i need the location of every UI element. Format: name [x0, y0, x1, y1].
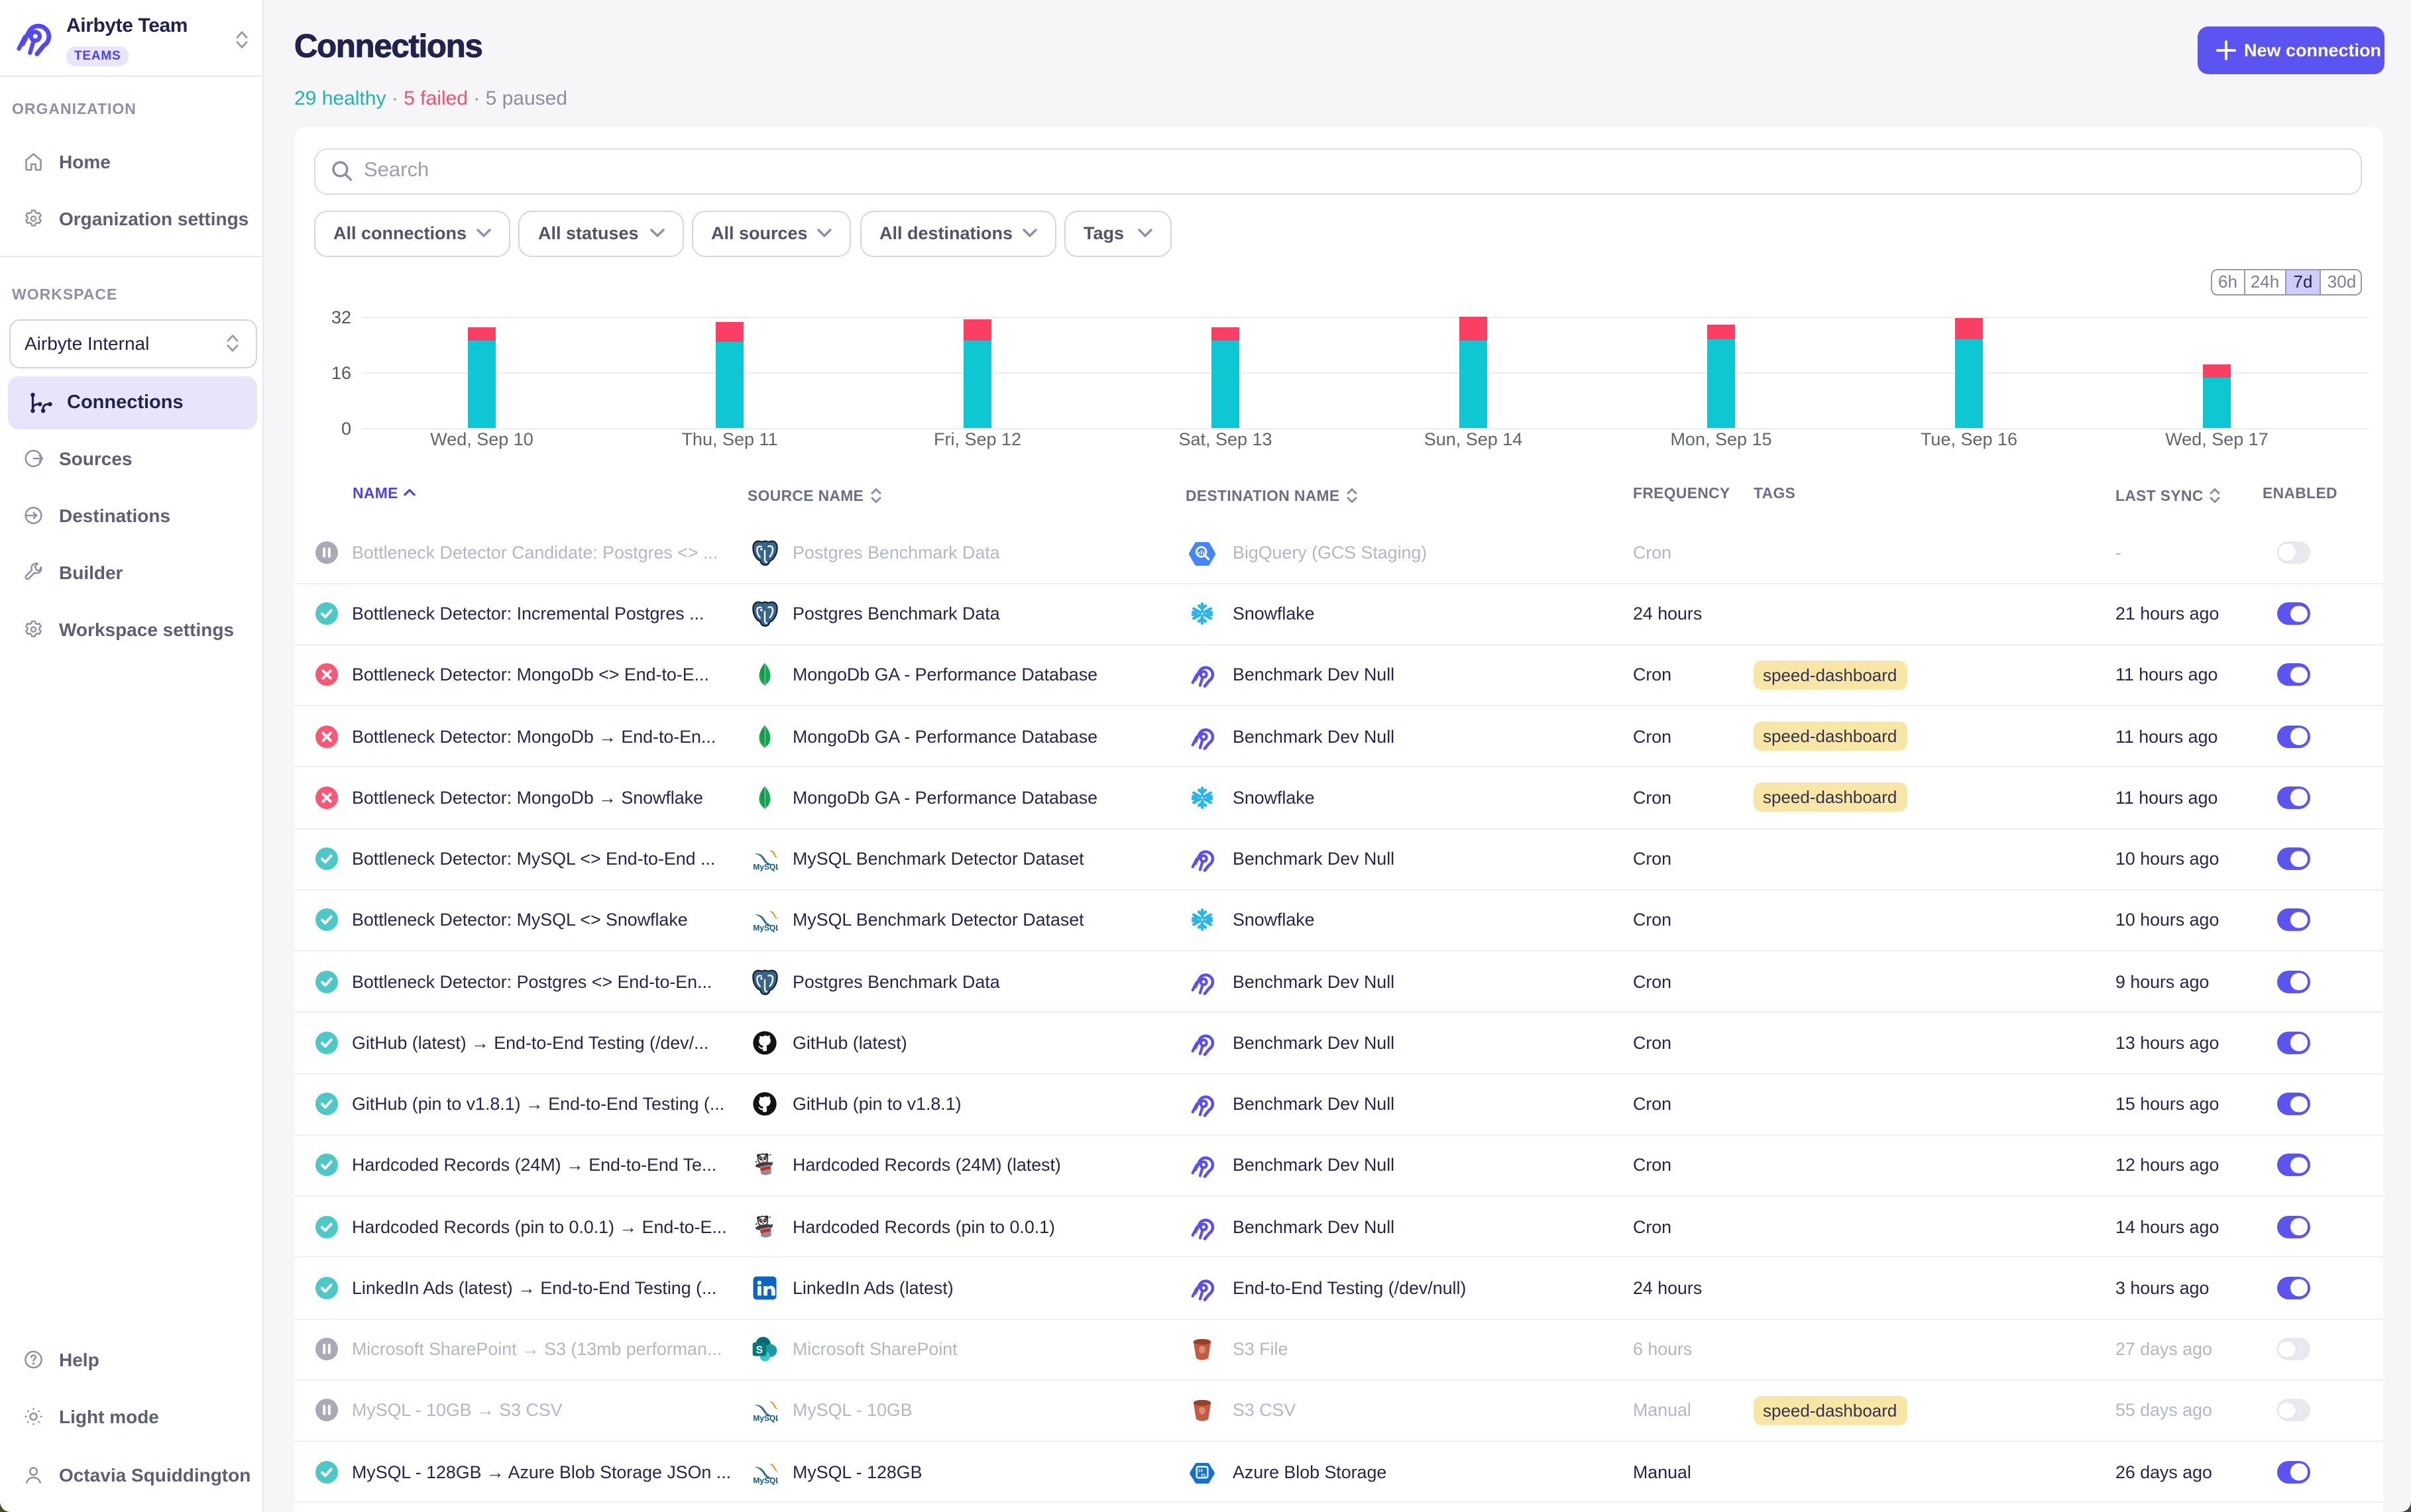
- svg-text:MySQL: MySQL: [753, 1476, 778, 1485]
- svg-text:S: S: [756, 1345, 763, 1356]
- svg-text:MySQL: MySQL: [753, 863, 778, 872]
- svg-text:MySQL: MySQL: [753, 924, 778, 933]
- svg-text:MySQL: MySQL: [753, 1414, 778, 1423]
- svg-text:01: 01: [1201, 1473, 1206, 1478]
- svg-text:10: 10: [1198, 1468, 1204, 1473]
